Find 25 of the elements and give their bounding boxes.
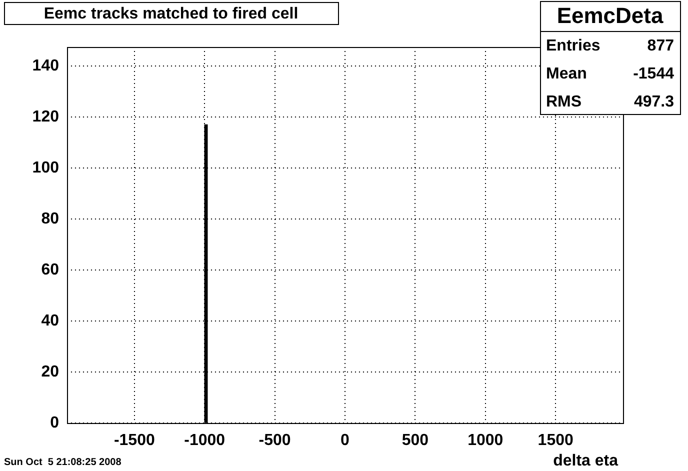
y-tick-label: 40 (41, 312, 60, 330)
annotation: RMS (546, 93, 582, 110)
text: -1544 (633, 65, 674, 82)
y-tick-label: 60 (41, 261, 60, 278)
x-tick-label: 1500 (538, 432, 574, 450)
x-tick-label: -1500 (114, 432, 155, 450)
x-tick-label: 1000 (468, 432, 504, 450)
y-tick-label: 100 (32, 159, 60, 176)
chart-title: Eemc tracks matched to fired cell (44, 5, 298, 22)
annotation: Entries (546, 37, 600, 54)
annotation: Mean (546, 65, 587, 82)
y-tick-label: 0 (50, 414, 60, 432)
x-tick-label: -500 (258, 432, 291, 450)
x-tick-label: 500 (402, 432, 429, 450)
y-tick-label: 140 (32, 58, 60, 75)
x-tick-label: 0 (340, 432, 350, 450)
text: Sun Oct 5 21:08:25 2008 (4, 456, 122, 468)
x-axis-title: delta eta (553, 452, 618, 470)
text: 877 (647, 37, 674, 54)
y-tick-label: 120 (32, 108, 60, 126)
y-tick-label: 20 (41, 363, 60, 380)
x-tick-label: -1000 (184, 432, 226, 450)
text: EemcDeta (556, 3, 664, 28)
y-tick-label: 80 (41, 210, 60, 228)
text: 497.3 (634, 93, 674, 110)
